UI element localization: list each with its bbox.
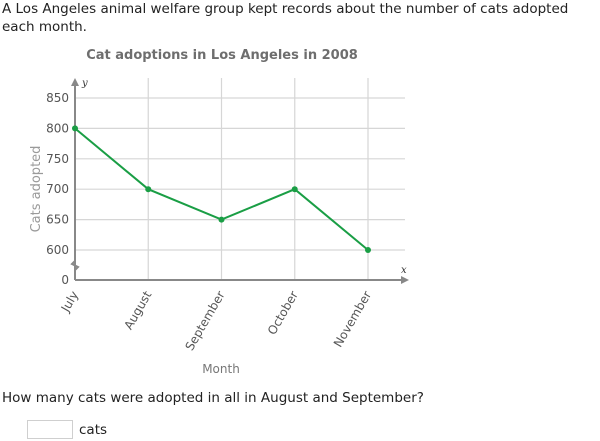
y-tick-label: 0 [61, 273, 69, 287]
answer-unit-label: cats [79, 421, 108, 438]
chart-title: Cat adoptions in Los Angeles in 2008 [86, 48, 358, 63]
answer-input[interactable] [27, 420, 73, 439]
x-axis-label: Month [202, 362, 240, 376]
answer-row: cats [27, 420, 107, 439]
x-axis-letter: x [401, 265, 407, 276]
y-tick-label: 600 [46, 243, 69, 257]
chart-grid [75, 78, 405, 280]
data-point [145, 186, 152, 193]
data-point [365, 247, 371, 253]
y-tick-label: 700 [46, 182, 69, 196]
data-series [72, 125, 371, 253]
y-tick-label: 850 [46, 91, 69, 105]
x-tick-label: August [121, 288, 154, 332]
x-tick-label: October [265, 289, 301, 338]
x-axis-arrow-icon [401, 276, 409, 284]
chart-axes [70, 78, 409, 284]
data-point [218, 216, 225, 223]
y-axis-tick-labels: 0 600 650 700 750 800 850 [46, 91, 69, 287]
line-chart: Cat adoptions in Los Angeles in 2008 0 60… [0, 36, 420, 381]
y-tick-label: 650 [46, 213, 69, 227]
x-tick-label: November [331, 289, 374, 350]
y-tick-label: 800 [46, 121, 69, 135]
y-axis-label: Cats adopted [29, 146, 44, 233]
y-tick-label: 750 [46, 152, 69, 166]
y-axis-arrow-icon [71, 78, 79, 86]
question-text: How many cats were adopted in all in Aug… [2, 390, 424, 406]
data-point [291, 186, 298, 193]
data-point [72, 125, 78, 132]
problem-intro: A Los Angeles animal welfare group kept … [2, 1, 569, 35]
x-tick-label: September [182, 289, 227, 353]
x-tick-label: July [58, 289, 81, 316]
y-axis-letter: y [81, 78, 88, 89]
x-axis-tick-labels: July August September October November [58, 288, 374, 353]
chart-canvas: Cat adoptions in Los Angeles in 2008 0 60… [29, 48, 409, 376]
axis-break-icon [70, 260, 80, 271]
